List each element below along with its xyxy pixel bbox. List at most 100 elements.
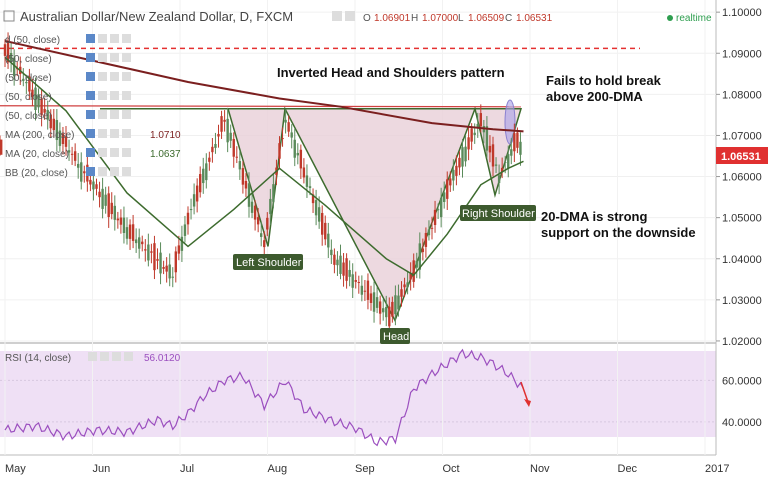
candle-body-98 xyxy=(302,167,306,178)
indicator-label-2: (50, close) xyxy=(5,73,52,84)
candle-body-117 xyxy=(360,285,364,295)
candle-body-87 xyxy=(269,198,272,215)
indicator-close-icon-0 xyxy=(122,34,131,43)
candle-body-135 xyxy=(415,260,418,268)
indicator-eye-icon-7 xyxy=(86,167,95,176)
candle-body-73 xyxy=(226,118,229,143)
indicator-add-icon-4 xyxy=(110,110,119,119)
candle-body-147 xyxy=(452,169,455,181)
left-shoulder-label-bg xyxy=(233,254,303,270)
rsi-down-arrow xyxy=(520,381,529,403)
candle-body-100 xyxy=(308,186,312,188)
x-tick-label-6: Nov xyxy=(530,463,550,475)
indicator-label-6: MA (20, close) xyxy=(5,149,69,160)
candle-body-102 xyxy=(314,200,318,216)
pattern-annotation: Inverted Head and Shoulders pattern xyxy=(277,65,505,80)
candle-body-162 xyxy=(497,175,501,184)
candle-body-160 xyxy=(491,144,495,167)
indicator-settings-icon-1 xyxy=(98,53,107,62)
indicator-close-icon-1 xyxy=(122,53,131,62)
candle-body-82 xyxy=(253,205,257,220)
candle-body-29 xyxy=(92,181,95,190)
candle-body-76 xyxy=(235,156,238,158)
rsi-add-icon[interactable] xyxy=(112,352,121,361)
candle-body-93 xyxy=(287,122,290,132)
candle-body-86 xyxy=(266,217,269,230)
candle-body-37 xyxy=(116,218,120,221)
candle-body-40 xyxy=(125,227,129,239)
x-tick-label-4: Sep xyxy=(355,463,375,475)
collapse-icon[interactable] xyxy=(3,10,15,22)
candle-body-57 xyxy=(177,245,181,254)
indicator-label-5: MA (200, close) xyxy=(5,130,74,141)
candle-body-61 xyxy=(189,208,193,211)
candle-body-39 xyxy=(122,217,126,233)
rsi-eye-icon[interactable] xyxy=(88,352,97,361)
candle-body-96 xyxy=(296,152,299,156)
candle-body-19 xyxy=(61,133,65,145)
indicator-add-icon-2 xyxy=(110,72,119,81)
candle-body-53 xyxy=(165,265,168,272)
indicator-label-4: (50, close) xyxy=(5,111,52,122)
candle-body-150 xyxy=(461,147,464,167)
candle-body-83 xyxy=(256,217,260,225)
candle-body-105 xyxy=(324,222,327,240)
candle-body-84 xyxy=(260,233,263,237)
time-axis-labels: May Jun Jul Aug Sep Oct Nov Dec 2017 xyxy=(5,463,729,475)
candle-body-47 xyxy=(147,244,150,261)
candle-body-166 xyxy=(510,149,513,156)
candle-body-43 xyxy=(134,239,138,244)
candle-body-143 xyxy=(439,197,443,218)
candle-body-148 xyxy=(455,165,458,176)
rsi-settings-icon[interactable] xyxy=(100,352,109,361)
candle-body-110 xyxy=(339,255,342,274)
candle-body-99 xyxy=(305,175,309,187)
candle-body-134 xyxy=(412,260,415,282)
indicator-value-6: 1.0637 xyxy=(150,149,181,160)
candle-body-26 xyxy=(83,171,86,174)
candle-body-41 xyxy=(128,224,132,239)
candle-body-52 xyxy=(162,267,165,269)
header-tools[interactable] xyxy=(332,11,355,21)
candle-body-12 xyxy=(40,98,43,116)
candle-body-10 xyxy=(34,87,37,111)
candle-body-6 xyxy=(22,78,25,81)
ohlc-o-label: O xyxy=(363,13,371,24)
candle-body-130 xyxy=(400,289,403,297)
candle-body-49 xyxy=(153,243,156,271)
rsi-legend-value: 56.0120 xyxy=(144,353,181,364)
candle-body-108 xyxy=(333,254,336,265)
indicator-add-icon-6 xyxy=(110,148,119,157)
candle-body-153 xyxy=(470,128,473,142)
indicator-add-icon-7 xyxy=(110,167,119,176)
rsi-close-icon[interactable] xyxy=(124,352,133,361)
left-shoulder-label: Left Shoulder xyxy=(236,257,302,269)
indicator-label-1: (50, close) xyxy=(5,54,52,65)
candle-body-124 xyxy=(382,308,385,313)
price-axis-labels: 1.10000 1.09000 1.08000 1.07000 1.06000 1.050… xyxy=(716,7,762,348)
candle-body-75 xyxy=(232,138,235,157)
candle-body-69 xyxy=(214,144,217,148)
ohlc-h-label: H xyxy=(411,13,418,24)
rsi-layer xyxy=(4,348,525,447)
candle-body-97 xyxy=(299,149,303,169)
candle-body-152 xyxy=(467,137,470,150)
candle-body-101 xyxy=(311,194,315,204)
ohlc-o-value: 1.06901 xyxy=(374,13,411,24)
indicator-close-icon-6 xyxy=(122,148,131,157)
right-shoulder-label: Right Shoulder xyxy=(462,208,535,220)
candle-body-2 xyxy=(9,52,13,63)
candle-body-48 xyxy=(150,251,153,253)
x-tick-label-1: Jun xyxy=(93,463,111,475)
neckline-red xyxy=(0,105,522,108)
candle-body-55 xyxy=(171,276,174,278)
indicator-settings-icon-4 xyxy=(98,110,107,119)
indicator-eye-icon-1 xyxy=(86,53,95,62)
eye-icon[interactable] xyxy=(332,11,342,21)
candle-body-123 xyxy=(378,301,382,314)
candle-body-138 xyxy=(424,232,428,247)
realtime-label: realtime xyxy=(676,13,712,24)
indicator-settings-icon-3 xyxy=(98,91,107,100)
settings-icon[interactable] xyxy=(345,11,355,21)
